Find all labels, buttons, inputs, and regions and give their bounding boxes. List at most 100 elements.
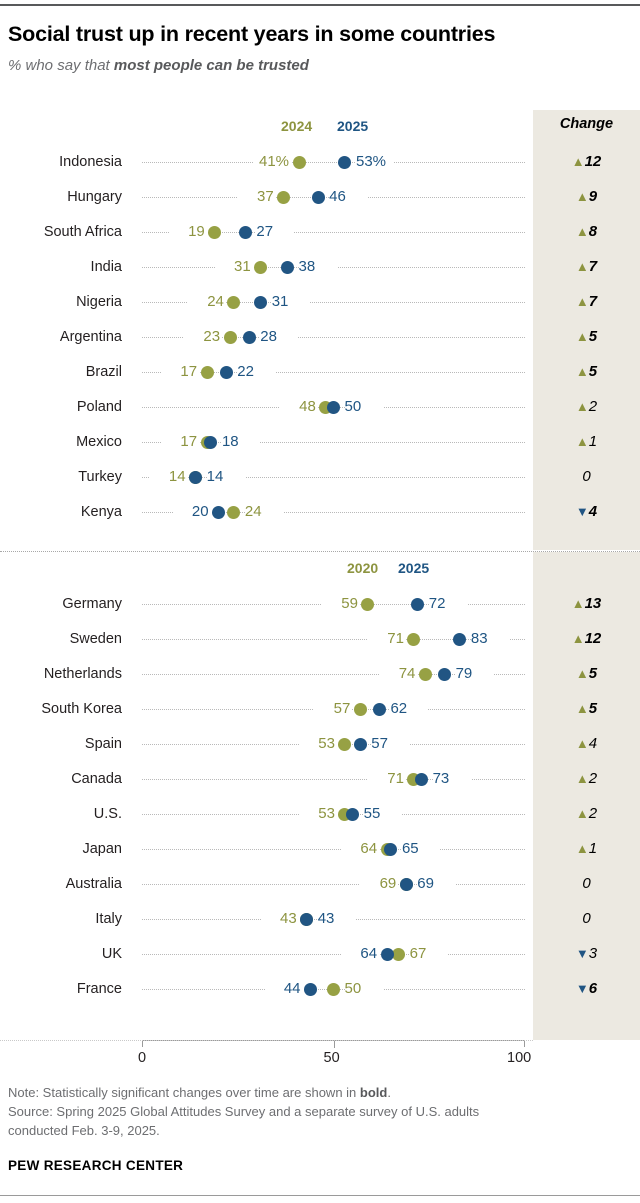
track-gap-left (149, 475, 188, 480)
value-label-left: 31 (234, 258, 251, 275)
change-value: ▲5 (575, 665, 598, 682)
track-gap-right (260, 335, 299, 340)
triangle-up-icon: ▲ (575, 224, 589, 239)
track-gap-left (298, 812, 337, 817)
data-point-2024 (200, 366, 214, 379)
value-label-left: 74 (398, 665, 416, 682)
country-label: Poland (76, 399, 122, 415)
data-point-2025 (372, 703, 386, 716)
value-label-right: 14 (206, 468, 224, 485)
triangle-up-icon: ▲ (575, 701, 589, 716)
change-value: ▲12 (571, 630, 602, 647)
change-value: ▲5 (575, 328, 598, 345)
triangle-up-icon: ▲ (571, 596, 585, 611)
triangle-up-icon: ▲ (575, 259, 589, 274)
track-gap-right (390, 707, 429, 712)
value-label-right: 50 (344, 980, 362, 997)
triangle-up-icon: ▲ (571, 154, 585, 169)
data-point-2025 (238, 226, 252, 239)
triangle-up-icon: ▲ (575, 841, 589, 856)
data-point-2024 (292, 156, 306, 169)
change-value: ▲1 (575, 433, 598, 450)
chart-row: Germany 59 72 ▲13 (0, 588, 640, 623)
note-prefix: Note: Statistically significant changes … (8, 1085, 360, 1100)
triangle-down-icon: ▼ (575, 946, 589, 961)
track-gap-right (221, 440, 260, 445)
track-gap-right (256, 230, 295, 235)
track-gap-left (264, 987, 303, 992)
series-header-2025: 2025 (398, 560, 430, 576)
page-title: Social trust up in recent years in some … (8, 22, 496, 46)
note-suffix: . (387, 1085, 391, 1100)
track-gap-right (409, 952, 448, 957)
triangle-up-icon: ▲ (575, 294, 589, 309)
track-gap-left (184, 335, 223, 340)
change-column-header: Change (559, 116, 614, 132)
chart-row: Japan 64 65 ▲1 (0, 833, 640, 868)
chart-row: Argentina 23 28 ▲5 (0, 321, 640, 356)
chart-row: South Korea 57 62 ▲5 (0, 693, 640, 728)
track-gap-right (355, 160, 394, 165)
chart-row: Australia 69 69 0 (0, 868, 640, 903)
track-gap-left (379, 672, 418, 677)
chart-row: Italy 43 43 0 (0, 903, 640, 938)
track-gap-left (367, 777, 406, 782)
x-axis-tick-100: 100 (507, 1050, 532, 1066)
row-connector-track (142, 954, 525, 955)
country-label: Mexico (76, 434, 122, 450)
series-header-2020: 2020 (347, 560, 379, 576)
change-value: ▲7 (575, 258, 598, 275)
chart-row: India 31 38 ▲7 (0, 251, 640, 286)
chart-row: Turkey 14 14 0 (0, 461, 640, 496)
x-axis-tick-0: 0 (138, 1050, 147, 1066)
data-point-2025 (453, 633, 467, 646)
track-gap-right (237, 370, 276, 375)
track-gap-left (367, 637, 406, 642)
value-label-right: 38 (298, 258, 316, 275)
subtitle-emphasis: most people can be trusted (113, 57, 309, 74)
change-value: ▲5 (575, 700, 598, 717)
track-gap-right (317, 917, 356, 922)
country-label: South Korea (41, 701, 122, 717)
triangle-up-icon: ▲ (575, 364, 589, 379)
country-label: U.S. (93, 806, 122, 822)
value-label-right: 67 (409, 945, 427, 962)
subtitle-prefix: % who say that (8, 57, 114, 74)
value-label-right: 55 (363, 805, 381, 822)
track-gap-left (172, 510, 211, 515)
data-point-2025 (353, 738, 367, 751)
panel-divider (0, 551, 640, 552)
change-value: ▲13 (571, 595, 602, 612)
track-gap-right (470, 637, 509, 642)
change-value: ▲9 (575, 188, 598, 205)
value-label-left: 20 (191, 503, 209, 520)
triangle-up-icon: ▲ (575, 399, 589, 414)
x-axis (142, 1040, 525, 1048)
row-connector-track (142, 232, 525, 233)
row-connector-track (142, 372, 525, 373)
data-point-2025 (399, 878, 413, 891)
row-connector-track (142, 512, 525, 513)
track-gap-right (371, 742, 410, 747)
track-gap-right (244, 510, 283, 515)
change-value: ▲1 (575, 840, 598, 857)
country-label: Sweden (69, 631, 122, 647)
row-connector-track (142, 674, 525, 675)
triangle-down-icon: ▼ (575, 504, 589, 519)
data-point-2025 (338, 156, 352, 169)
data-point-2024 (277, 191, 291, 204)
data-point-2025 (380, 948, 394, 961)
change-value: ▲4 (575, 735, 598, 752)
data-point-2024 (208, 226, 222, 239)
track-gap-left (360, 882, 399, 887)
value-label-left: 41% (258, 153, 290, 170)
data-point-2025 (189, 471, 203, 484)
chart-row: South Africa 19 27 ▲8 (0, 216, 640, 251)
chart-row: France 44 50 ▼6 (0, 973, 640, 1008)
country-label: India (90, 259, 122, 275)
data-point-2025 (304, 983, 318, 996)
chart-row: U.S. 53 55 ▲2 (0, 798, 640, 833)
data-point-2025 (300, 913, 314, 926)
track-gap-left (321, 602, 360, 607)
track-gap-right (428, 602, 467, 607)
